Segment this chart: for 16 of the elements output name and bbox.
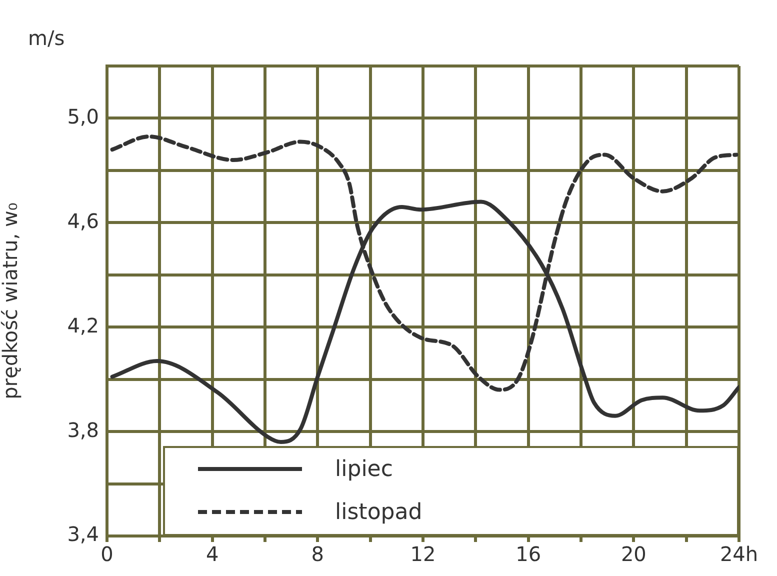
y-axis-title: prędkość wiatru, w₀: [0, 202, 22, 400]
y-tick-label: 4,2: [67, 313, 99, 338]
legend-label: lipiec: [335, 456, 393, 482]
text: m/s: [28, 26, 65, 50]
x-tick-label: 4: [206, 542, 219, 566]
x-tick-label: 8: [311, 542, 324, 566]
y-tick-label: 3,4: [67, 522, 99, 546]
x-tick-label: 24h: [720, 542, 758, 566]
x-tick-label: 20: [620, 542, 646, 566]
legend-label: listopad: [335, 500, 422, 525]
x-tick-label: 16: [516, 542, 542, 566]
x-tick-label: 0: [100, 542, 114, 566]
y-tick-label: 4,6: [67, 208, 99, 233]
y-tick-label: 3,8: [67, 418, 99, 442]
x-tick-label: 12: [410, 542, 436, 566]
y-tick-label: 5,0: [67, 104, 99, 128]
